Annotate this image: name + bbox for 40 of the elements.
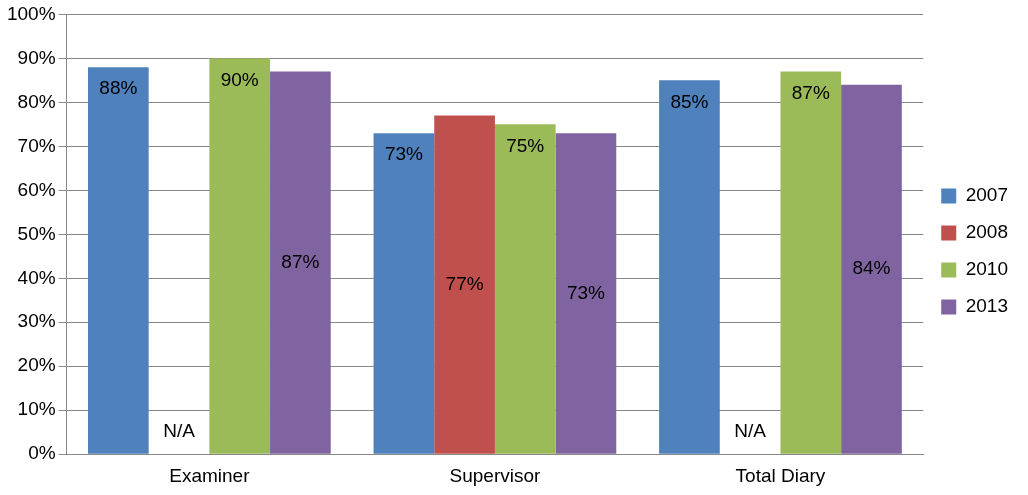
legend-label: 2008: [965, 221, 1009, 243]
y-tick-label: 30%: [17, 310, 56, 332]
x-tick-label: Supervisor: [449, 464, 541, 486]
legend-label: 2013: [965, 295, 1009, 317]
text: N/A: [734, 420, 766, 442]
y-tick-label: 70%: [17, 134, 56, 156]
bar: [780, 71, 842, 454]
data-label: 87%: [281, 250, 320, 272]
bar: [88, 67, 149, 454]
bar: [270, 71, 331, 454]
y-tick-label: 10%: [17, 398, 56, 420]
x-tick-label: Total Diary: [735, 464, 826, 486]
data-label: 75%: [506, 134, 545, 156]
legend-label: 2010: [965, 258, 1009, 280]
data-label: 73%: [566, 281, 606, 303]
y-tick-label: 0%: [28, 442, 56, 464]
x-tick-label: Examiner: [169, 464, 251, 486]
data-label: 87%: [791, 81, 830, 103]
text: N/A: [163, 420, 195, 442]
y-tick-label: 40%: [17, 266, 56, 288]
data-label: 90%: [220, 68, 259, 90]
y-tick-label: 60%: [17, 178, 56, 200]
bar: [434, 115, 495, 454]
y-tick-label: 20%: [17, 354, 56, 376]
data-label: 84%: [852, 257, 891, 279]
bar: [841, 84, 902, 454]
bar: [555, 133, 617, 454]
data-label: 88%: [99, 77, 138, 99]
legend-label: 2007: [965, 184, 1009, 206]
data-label: 77%: [445, 272, 484, 294]
data-label: 85%: [670, 90, 709, 112]
bar: [494, 124, 556, 454]
bar: [209, 58, 271, 454]
bar: [373, 133, 435, 454]
y-tick-label: 50%: [17, 222, 56, 244]
y-tick-label: 80%: [17, 90, 56, 112]
y-tick-label: 90%: [17, 46, 56, 68]
data-label: 73%: [384, 143, 424, 165]
bar: [659, 80, 720, 454]
y-tick-label: 100%: [6, 2, 56, 24]
